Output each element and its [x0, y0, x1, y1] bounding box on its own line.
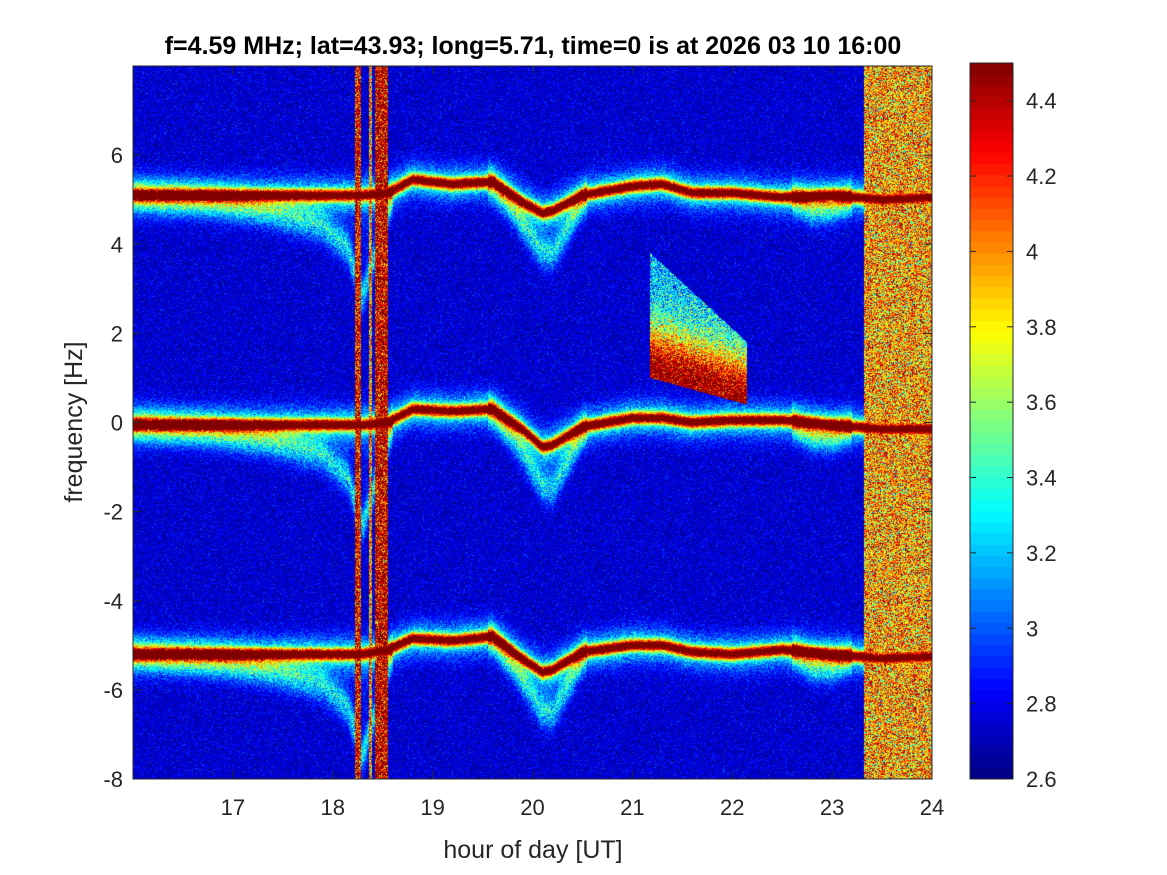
y-tick-label: 2	[111, 321, 123, 346]
x-tick-label: 19	[420, 795, 444, 820]
x-tick-label: 24	[920, 795, 944, 820]
colorbar-tick-label: 3.6	[1026, 390, 1057, 415]
y-axis: -8 -6 -4 -2 0 2 4 6	[103, 143, 932, 792]
y-tick-label: -4	[103, 589, 123, 614]
y-tick-label: 6	[111, 143, 123, 168]
y-tick-label: -8	[103, 767, 123, 792]
colorbar: 2.6 2.8 3 3.2 3.4 3.6 3.8 4 4.2 4.4	[969, 62, 1057, 792]
x-tick-label: 21	[620, 795, 644, 820]
colorbar-tick-label: 3.4	[1026, 466, 1057, 491]
x-tick-label: 22	[720, 795, 744, 820]
x-tick-label: 17	[221, 795, 245, 820]
colorbar-gradient	[970, 63, 1013, 779]
y-tick-label: 4	[111, 232, 123, 257]
x-tick-label: 23	[820, 795, 844, 820]
colorbar-tick-label: 4.2	[1026, 164, 1057, 189]
y-tick-label: -6	[103, 678, 123, 703]
colorbar-tick-label: 3	[1026, 616, 1038, 641]
y-tick-label: 0	[111, 411, 123, 436]
colorbar-tick-label: 2.6	[1026, 767, 1057, 792]
x-tick-label: 18	[321, 795, 345, 820]
x-axis: 17 18 19 20 21 22 23 24	[221, 66, 944, 820]
colorbar-frame	[969, 62, 1014, 780]
chart-title: f=4.59 MHz; lat=43.93; long=5.71, time=0…	[165, 32, 902, 60]
spectrogram-heatmap	[133, 66, 932, 779]
x-tick-label: 20	[520, 795, 544, 820]
y-tick-label: -2	[103, 500, 123, 525]
x-axis-label: hour of day [UT]	[443, 836, 622, 864]
y-axis-label: frequency [Hz]	[60, 341, 88, 502]
colorbar-ticks: 2.6 2.8 3 3.2 3.4 3.6 3.8 4 4.2 4.4	[970, 89, 1057, 792]
colorbar-tick-label: 2.8	[1026, 692, 1057, 717]
colorbar-tick-label: 3.2	[1026, 541, 1057, 566]
plot-area	[132, 65, 933, 780]
colorbar-tick-label: 3.8	[1026, 315, 1057, 340]
colorbar-tick-label: 4	[1026, 239, 1038, 264]
colorbar-tick-label: 4.4	[1026, 89, 1057, 114]
